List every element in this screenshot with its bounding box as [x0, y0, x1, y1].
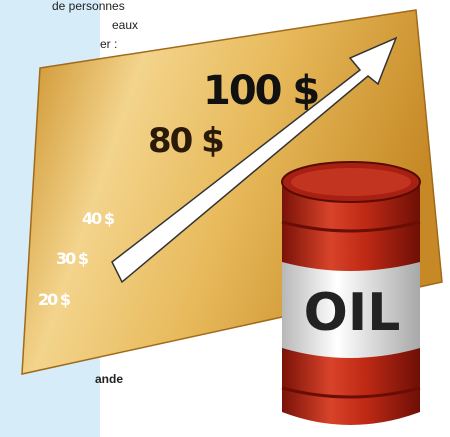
price-label: 30 $ [56, 249, 89, 268]
sidebar-line: er : [100, 37, 117, 51]
barrel: OIL [282, 162, 420, 425]
sidebar-line: eaux [112, 18, 138, 32]
price-label: 40 $ [82, 209, 115, 228]
price-label: 80 $ [148, 121, 223, 161]
barrel-label: OIL [304, 283, 401, 343]
sidebar-line: de personnes [52, 0, 125, 13]
illustration: de personnes eaux er : ande 100 $ 80 $ 4… [0, 0, 450, 437]
price-label: 100 $ [203, 68, 318, 114]
page: de personnes eaux er : ande 100 $ 80 $ 4… [0, 0, 450, 437]
price-label: 20 $ [38, 290, 71, 309]
sidebar-footer: ande [95, 372, 123, 386]
